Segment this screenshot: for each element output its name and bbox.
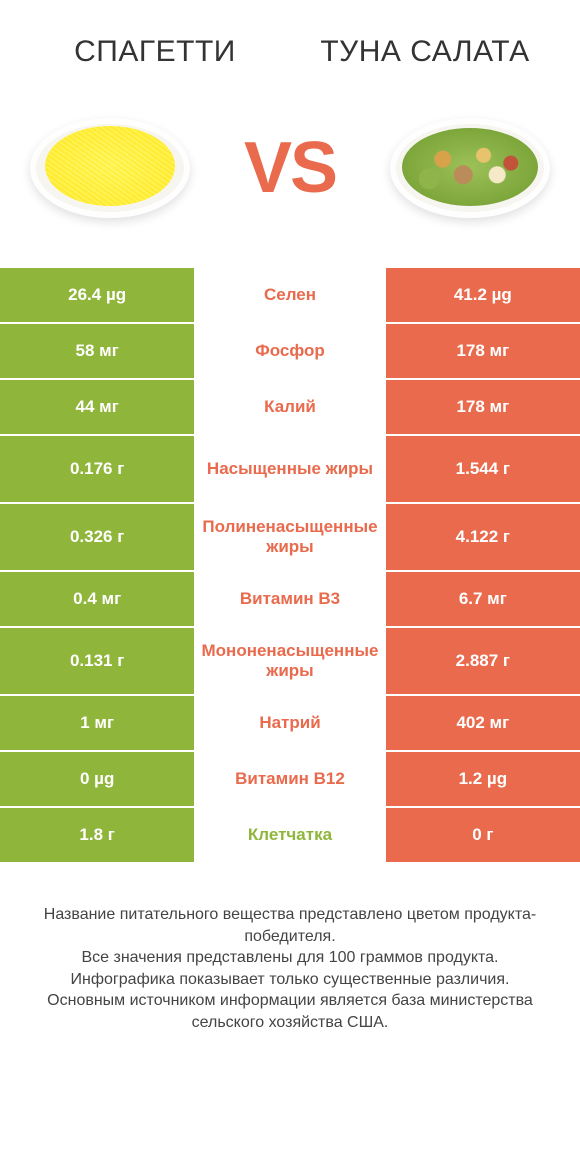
right-value: 1.2 µg	[386, 752, 580, 806]
right-value: 178 мг	[386, 380, 580, 434]
right-title: ТУНА САЛАТА	[290, 35, 560, 68]
table-row: 0.4 мгВитамин B36.7 мг	[0, 572, 580, 628]
table-row: 0.176 гНасыщенные жиры1.544 г	[0, 436, 580, 504]
image-row: VS	[0, 78, 580, 268]
left-value: 0.326 г	[0, 504, 194, 570]
left-value: 1.8 г	[0, 808, 194, 862]
footnote-line: Основным источником информации является …	[20, 990, 560, 1033]
right-value: 41.2 µg	[386, 268, 580, 322]
nutrient-label: Витамин B12	[194, 752, 385, 806]
left-value: 1 мг	[0, 696, 194, 750]
footnotes: Название питательного вещества представл…	[0, 864, 580, 1034]
left-value: 0 µg	[0, 752, 194, 806]
left-value: 0.176 г	[0, 436, 194, 502]
nutrient-label: Полиненасыщенные жиры	[194, 504, 385, 570]
nutrient-label: Калий	[194, 380, 385, 434]
table-row: 0.326 гПолиненасыщенные жиры4.122 г	[0, 504, 580, 572]
footnote-line: Инфографика показывает только существенн…	[20, 969, 560, 991]
left-value: 0.4 мг	[0, 572, 194, 626]
left-value: 26.4 µg	[0, 268, 194, 322]
table-row: 1 мгНатрий402 мг	[0, 696, 580, 752]
vs-label: VS	[244, 127, 336, 209]
left-value: 0.131 г	[0, 628, 194, 694]
right-value: 4.122 г	[386, 504, 580, 570]
nutrient-label: Натрий	[194, 696, 385, 750]
table-row: 1.8 гКлетчатка0 г	[0, 808, 580, 864]
right-value: 2.887 г	[386, 628, 580, 694]
left-value: 58 мг	[0, 324, 194, 378]
spaghetti-icon	[45, 126, 175, 206]
nutrient-label: Витамин B3	[194, 572, 385, 626]
nutrient-label: Селен	[194, 268, 385, 322]
nutrient-label: Клетчатка	[194, 808, 385, 862]
nutrient-label: Фосфор	[194, 324, 385, 378]
left-title: СПАГЕТТИ	[20, 35, 290, 68]
table-row: 58 мгФосфор178 мг	[0, 324, 580, 380]
right-value: 6.7 мг	[386, 572, 580, 626]
right-value: 0 г	[386, 808, 580, 862]
footnote-line: Все значения представлены для 100 граммо…	[20, 947, 560, 969]
salad-icon	[402, 128, 538, 206]
left-value: 44 мг	[0, 380, 194, 434]
right-value: 178 мг	[386, 324, 580, 378]
comparison-table: 26.4 µgСелен41.2 µg58 мгФосфор178 мг44 м…	[0, 268, 580, 864]
right-value: 1.544 г	[386, 436, 580, 502]
table-row: 44 мгКалий178 мг	[0, 380, 580, 436]
right-food-image	[380, 98, 560, 238]
nutrient-label: Насыщенные жиры	[194, 436, 385, 502]
right-value: 402 мг	[386, 696, 580, 750]
nutrient-label: Мононенасыщенные жиры	[194, 628, 385, 694]
table-row: 0 µgВитамин B121.2 µg	[0, 752, 580, 808]
header: СПАГЕТТИ ТУНА САЛАТА	[0, 0, 580, 78]
footnote-line: Название питательного вещества представл…	[20, 904, 560, 947]
table-row: 26.4 µgСелен41.2 µg	[0, 268, 580, 324]
table-row: 0.131 гМононенасыщенные жиры2.887 г	[0, 628, 580, 696]
left-food-image	[20, 98, 200, 238]
